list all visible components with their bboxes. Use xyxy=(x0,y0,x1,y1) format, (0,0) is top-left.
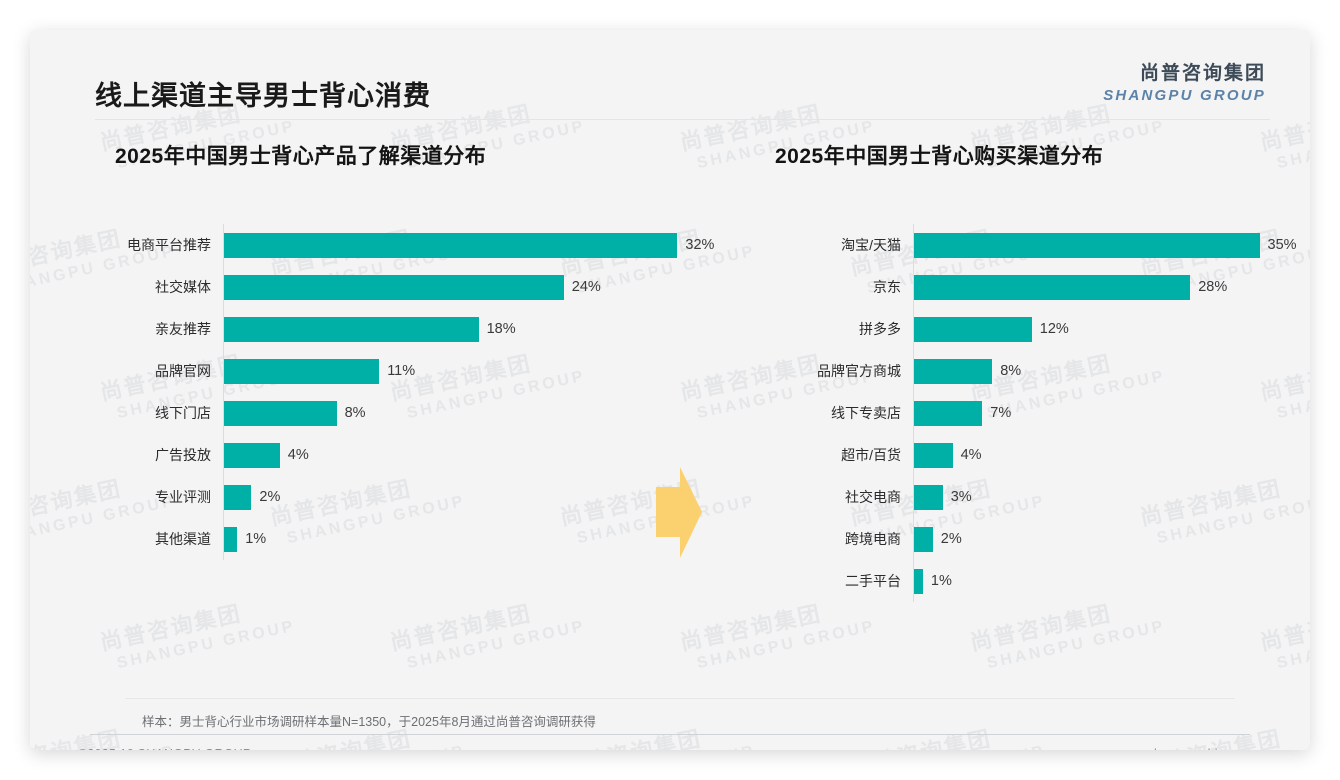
right-arrow-icon xyxy=(654,465,704,560)
chart-bar-row: 电商平台推荐 32% xyxy=(80,224,714,266)
bar xyxy=(913,358,993,384)
bar-value-label: 4% xyxy=(960,447,982,463)
bar xyxy=(913,316,1032,342)
footnote-divider xyxy=(125,698,1235,699)
chart-axis-line xyxy=(223,224,224,560)
bar-value-label: 8% xyxy=(344,405,366,421)
page-title: 线上渠道主导男士背心消费 xyxy=(95,81,431,111)
chart-bar-row: 品牌官网 11% xyxy=(80,350,700,392)
bar-category-label: 社交电商 xyxy=(845,489,901,505)
brand-name-en: SHANGPU GROUP xyxy=(1103,86,1266,104)
bar-category-label: 社交媒体 xyxy=(155,279,211,295)
chart-bar-row: 线下门店 8% xyxy=(80,392,700,434)
chart-bar-row: 广告投放 4% xyxy=(80,434,700,476)
footer-website: www.shangpu-china.com xyxy=(1117,747,1260,750)
slide-footer: ©2025.10 SHANGPU GROUP www.shangpu-china… xyxy=(30,742,1310,750)
bar-category-label: 京东 xyxy=(873,279,901,295)
chart-bar-row: 跨境电商 2% xyxy=(740,518,1280,560)
bar-category-label: 电商平台推荐 xyxy=(127,237,211,253)
bar-value-label: 12% xyxy=(1039,321,1069,337)
bar xyxy=(223,232,678,258)
brand-name-cn: 尚普咨询集团 xyxy=(1139,63,1266,84)
charts-container: 2025年中国男士背心产品了解渠道分布 电商平台推荐 32% 社交媒体 24% 亲友推荐… xyxy=(30,140,1310,680)
bar xyxy=(223,526,238,552)
bar-category-label: 淘宝/天猫 xyxy=(841,237,901,253)
bar xyxy=(223,358,380,384)
bar-value-label: 8% xyxy=(1000,363,1022,379)
bar-chart-purchase: 淘宝/天猫 35% 京东 28% 拼多多 12% 品牌官方商城 8% 线下专卖店 7% 超市/百货 4… xyxy=(740,224,1297,602)
bar-category-label: 线下门店 xyxy=(155,405,211,421)
bar-value-label: 4% xyxy=(287,447,309,463)
bar-value-label: 28% xyxy=(1198,279,1228,295)
header-divider xyxy=(95,119,1270,120)
bar-category-label: 其他渠道 xyxy=(155,531,211,547)
bar xyxy=(223,484,252,510)
chart-axis-line xyxy=(913,224,914,602)
chart-title-awareness: 2025年中国男士背心产品了解渠道分布 xyxy=(115,145,487,168)
bar-value-label: 2% xyxy=(940,531,962,547)
chart-title-purchase: 2025年中国男士背心购买渠道分布 xyxy=(775,145,1104,168)
bar-category-label: 品牌官方商城 xyxy=(817,363,901,379)
bar-value-label: 32% xyxy=(685,237,715,253)
bar xyxy=(913,232,1260,258)
slide-header: 线上渠道主导男士背心消费 尚普咨询集团 SHANGPU GROUP xyxy=(30,30,1310,120)
bar-category-label: 品牌官网 xyxy=(155,363,211,379)
bar xyxy=(223,442,280,468)
chart-bar-row: 社交电商 3% xyxy=(740,476,1280,518)
bar-value-label: 2% xyxy=(259,489,281,505)
chart-bar-row: 其他渠道 1% xyxy=(80,518,700,560)
bar-value-label: 1% xyxy=(930,573,952,589)
brand-logo: 尚普咨询集团 SHANGPU GROUP xyxy=(1103,63,1266,104)
bar xyxy=(223,316,479,342)
chart-bar-row: 拼多多 12% xyxy=(740,308,1280,350)
bar-value-label: 1% xyxy=(245,531,267,547)
chart-bar-row: 专业评测 2% xyxy=(80,476,700,518)
footer-copyright: ©2025.10 SHANGPU GROUP xyxy=(78,747,251,750)
chart-bar-row: 品牌官方商城 8% xyxy=(740,350,1280,392)
footer-divider xyxy=(90,734,1250,735)
bar-category-label: 跨境电商 xyxy=(845,531,901,547)
bar-value-label: 24% xyxy=(571,279,601,295)
bar xyxy=(913,484,943,510)
chart-panel-awareness: 2025年中国男士背心产品了解渠道分布 电商平台推荐 32% 社交媒体 24% 亲友推荐… xyxy=(80,140,714,560)
bar-value-label: 7% xyxy=(990,405,1012,421)
chart-panel-purchase: 2025年中国男士背心购买渠道分布 淘宝/天猫 35% 京东 28% 拼多多 12% 品牌官… xyxy=(740,140,1297,602)
bar xyxy=(913,442,953,468)
bar-value-label: 11% xyxy=(387,363,416,379)
bar xyxy=(913,274,1191,300)
chart-bar-row: 超市/百货 4% xyxy=(740,434,1280,476)
bar-category-label: 二手平台 xyxy=(845,573,901,589)
bar xyxy=(223,400,337,426)
bar-category-label: 亲友推荐 xyxy=(155,321,211,337)
chart-bar-row: 社交媒体 24% xyxy=(80,266,700,308)
sample-footnote: 样本：男士背心行业市场调研样本量N=1350，于2025年8月通过尚普咨询调研获… xyxy=(142,715,596,729)
bar-value-label: 18% xyxy=(486,321,516,337)
bar-category-label: 拼多多 xyxy=(859,321,901,337)
bar-value-label: 3% xyxy=(950,489,972,505)
chart-bar-row: 京东 28% xyxy=(740,266,1280,308)
bar xyxy=(913,400,983,426)
chart-bar-row: 淘宝/天猫 35% xyxy=(740,224,1297,266)
bar-category-label: 线下专卖店 xyxy=(831,405,901,421)
bar xyxy=(913,568,923,594)
bar xyxy=(913,526,933,552)
bar-category-label: 广告投放 xyxy=(155,447,211,463)
chart-bar-row: 二手平台 1% xyxy=(740,560,1280,602)
bar-category-label: 超市/百货 xyxy=(841,447,901,463)
slide-card: 尚普咨询集团 SHANGPU GROUP 尚普咨询集团 SHANGPU GROUP 尚普… xyxy=(30,30,1310,750)
bar-category-label: 专业评测 xyxy=(155,489,211,505)
bar xyxy=(223,274,564,300)
chart-bar-row: 线下专卖店 7% xyxy=(740,392,1280,434)
bar-chart-awareness: 电商平台推荐 32% 社交媒体 24% 亲友推荐 18% 品牌官网 11% 线下门店 8% 广告投放… xyxy=(80,224,714,560)
bar-value-label: 35% xyxy=(1267,237,1297,253)
chart-bar-row: 亲友推荐 18% xyxy=(80,308,700,350)
